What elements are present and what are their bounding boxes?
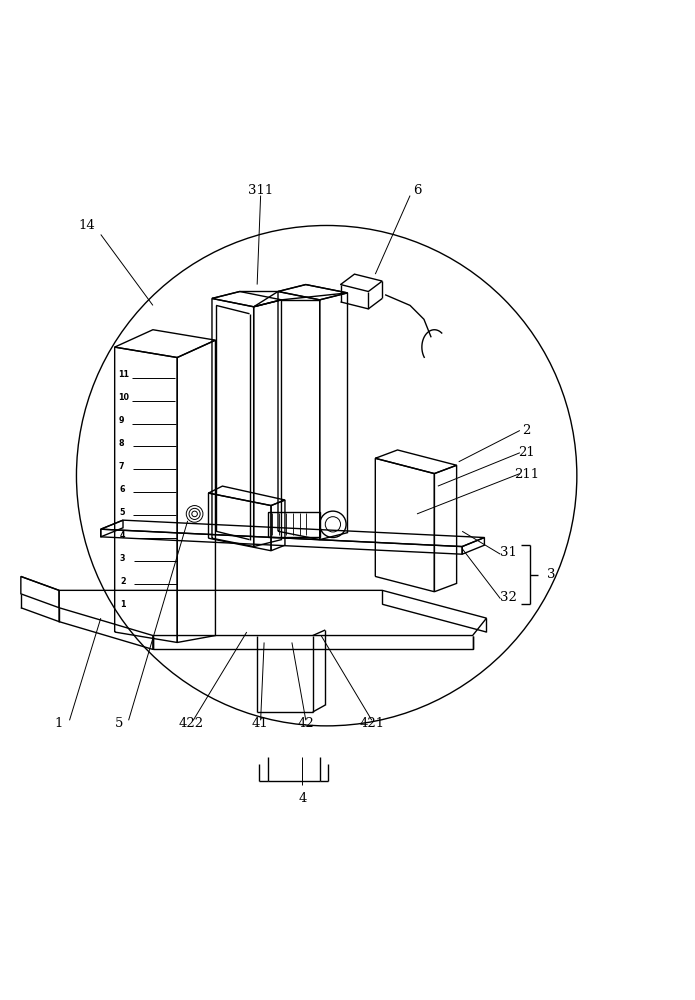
Text: 31: 31 xyxy=(500,546,517,559)
Text: 11: 11 xyxy=(118,370,129,379)
Text: 10: 10 xyxy=(118,393,129,402)
Text: 4: 4 xyxy=(120,531,125,540)
Text: 8: 8 xyxy=(119,439,124,448)
Text: 5: 5 xyxy=(115,717,124,730)
Text: 6: 6 xyxy=(413,184,421,197)
Text: 7: 7 xyxy=(119,462,124,471)
Text: 421: 421 xyxy=(359,717,384,730)
Text: 2: 2 xyxy=(523,424,531,437)
Text: 21: 21 xyxy=(518,446,535,459)
Text: 32: 32 xyxy=(500,591,517,604)
Text: 9: 9 xyxy=(119,416,124,425)
Text: 3: 3 xyxy=(547,568,555,581)
Text: 311: 311 xyxy=(248,184,273,197)
Text: 422: 422 xyxy=(179,717,204,730)
Text: 5: 5 xyxy=(120,508,125,517)
Circle shape xyxy=(320,511,346,538)
Text: 4: 4 xyxy=(298,792,306,805)
Text: 42: 42 xyxy=(297,717,314,730)
Text: 211: 211 xyxy=(514,468,539,481)
Text: 14: 14 xyxy=(79,219,95,232)
Text: 1: 1 xyxy=(55,717,63,730)
Text: 6: 6 xyxy=(120,485,124,494)
Text: 2: 2 xyxy=(120,577,126,586)
Text: 41: 41 xyxy=(252,717,268,730)
Text: 1: 1 xyxy=(120,600,126,609)
Text: 3: 3 xyxy=(120,554,125,563)
